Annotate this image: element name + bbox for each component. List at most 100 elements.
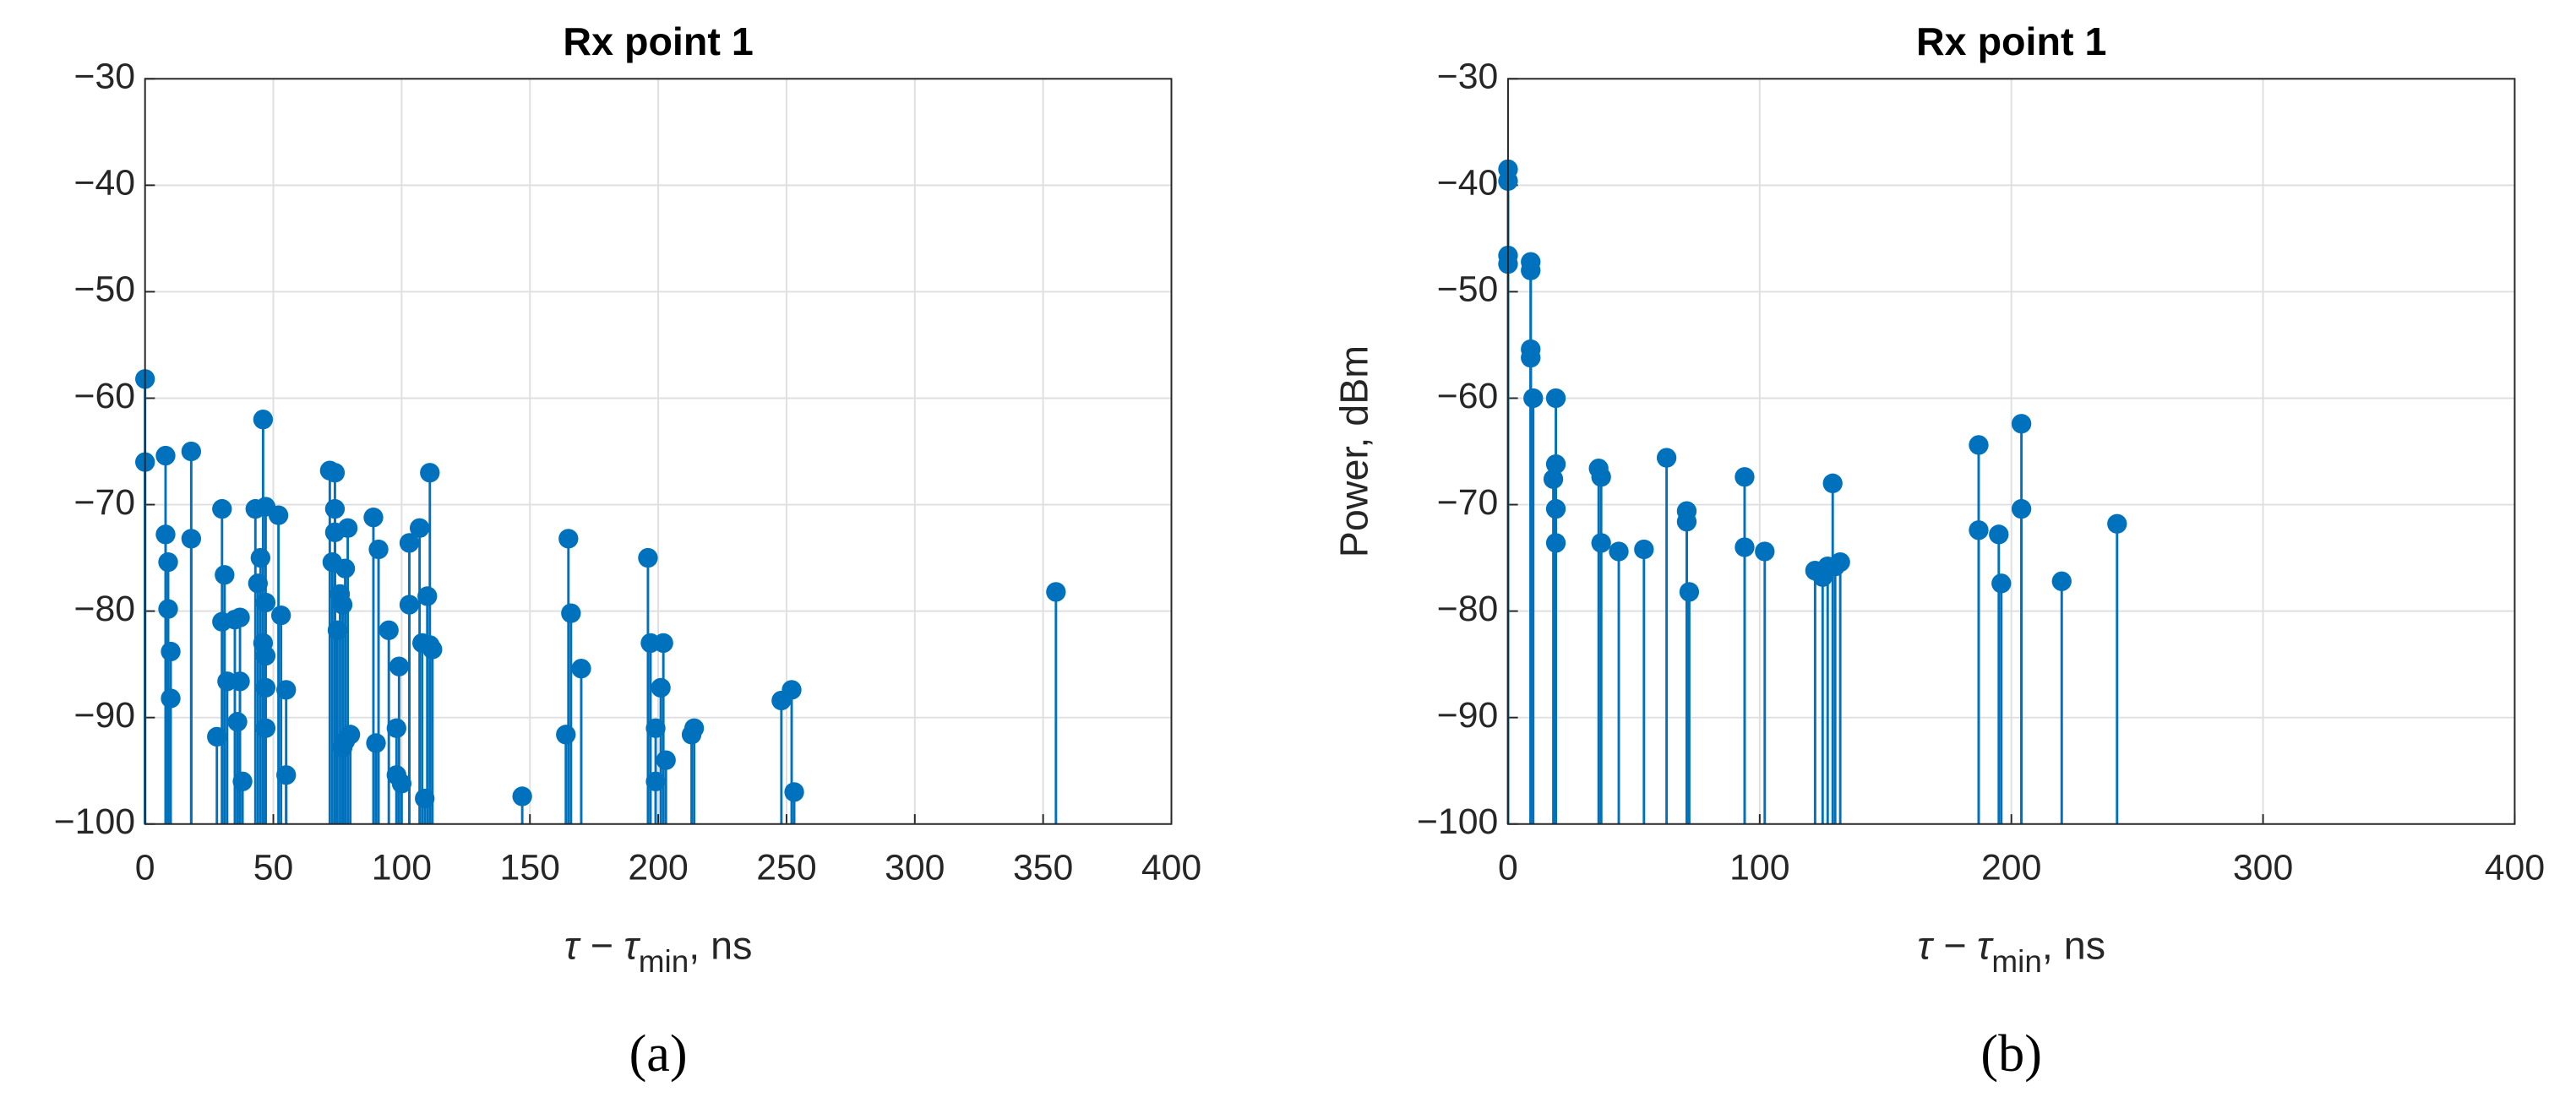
stem-marker <box>399 533 420 553</box>
stem-marker <box>389 656 410 676</box>
y-tick-label: −80 <box>74 589 135 629</box>
stem-marker <box>2051 571 2072 591</box>
stem-marker <box>1591 533 1611 553</box>
chart-title: Rx point 1 <box>1916 19 2106 63</box>
stem-marker <box>158 551 178 573</box>
stem-marker <box>363 508 384 528</box>
stem-marker <box>379 620 399 640</box>
stem-marker <box>683 718 705 738</box>
y-tick-label: −50 <box>1437 269 1499 310</box>
y-tick-label: −60 <box>1437 376 1499 416</box>
stem-marker <box>1679 582 1700 602</box>
stem-marker <box>161 688 181 709</box>
stem-marker <box>230 671 250 692</box>
stem-marker <box>161 641 181 662</box>
stem-marker <box>561 603 581 623</box>
stem-marker <box>1735 537 1755 557</box>
stem-marker <box>656 750 676 770</box>
x-label-tail: , ns <box>689 924 752 968</box>
x-tick-label: 250 <box>756 847 816 888</box>
stem-marker <box>255 592 276 613</box>
stem-marker <box>215 565 235 585</box>
stem-marker <box>1521 347 1541 368</box>
stem-marker <box>1755 541 1775 562</box>
y-tick-label: −70 <box>1437 482 1499 523</box>
stem-marker <box>1989 524 2009 545</box>
axes-box <box>1506 78 2516 825</box>
stem-marker <box>1969 520 1989 540</box>
y-tick-label: −40 <box>74 163 135 204</box>
x-tick-label: 100 <box>1729 847 1789 888</box>
y-tick-label: −50 <box>74 269 135 310</box>
stem-marker <box>253 410 274 430</box>
stem-marker <box>420 463 440 483</box>
stem-marker <box>784 782 804 802</box>
x-tick-label: 100 <box>372 847 432 888</box>
stem-marker <box>230 607 250 627</box>
y-tick-label: −30 <box>1437 57 1499 97</box>
y-tick-label: −90 <box>74 695 135 736</box>
x-label-main: τ − τ <box>564 924 641 968</box>
stem-marker <box>232 771 253 791</box>
stem-marker <box>1545 498 1566 519</box>
x-label-main: τ − τ <box>1917 924 1994 968</box>
y-tick-label: −100 <box>1417 801 1498 842</box>
stem-marker <box>512 786 532 807</box>
stem-marker <box>1969 435 1989 455</box>
x-tick-label: 200 <box>628 847 688 888</box>
stem-marker <box>1609 541 1629 562</box>
stem-marker <box>158 599 178 619</box>
stem-marker <box>368 539 389 560</box>
x-tick-label: 300 <box>2233 847 2293 888</box>
stem-marker <box>1591 467 1611 487</box>
y-tick-label: −60 <box>74 376 135 416</box>
stem-marker <box>1830 551 1850 573</box>
x-tick-label: 300 <box>885 847 945 888</box>
x-tick-label: 350 <box>1013 847 1073 888</box>
stem-marker <box>782 680 802 700</box>
stem-marker <box>227 712 248 732</box>
stem-marker <box>417 586 438 606</box>
x-label-sub: min <box>639 944 689 979</box>
x-tick-label: 0 <box>135 847 155 888</box>
y-tick-label: −30 <box>74 57 135 97</box>
stem-marker <box>212 498 232 519</box>
stem-marker <box>2011 498 2032 519</box>
stem-marker <box>324 498 346 519</box>
caption: (b) <box>1980 1025 2042 1083</box>
stem-marker <box>1545 533 1566 553</box>
stem-marker <box>332 595 353 615</box>
x-tick-label: 0 <box>1498 847 1518 888</box>
stem-marker <box>335 558 356 578</box>
stem-marker <box>409 518 430 538</box>
y-tick-label: −80 <box>1437 589 1499 629</box>
x-tick-label: 50 <box>253 847 294 888</box>
stem-marker <box>1543 469 1564 489</box>
y-tick-label: −90 <box>1437 695 1499 736</box>
stem-marker <box>155 445 176 466</box>
x-axis-label: τ − τmin, ns <box>564 924 753 979</box>
x-label-sub: min <box>1991 944 2042 979</box>
x-tick-label: 400 <box>1141 847 1201 888</box>
stem-marker <box>181 529 202 549</box>
stem-marker <box>556 725 576 745</box>
stem-marker <box>1735 467 1755 487</box>
stem-marker <box>181 441 202 462</box>
y-axis-label: Power, dBm <box>1332 345 1375 557</box>
stem-marker <box>1521 260 1541 280</box>
stem-marker <box>571 659 591 679</box>
x-tick-label: 200 <box>1981 847 2041 888</box>
y-tick-label: −70 <box>74 482 135 523</box>
stem-marker <box>1545 388 1566 409</box>
stem-marker <box>276 765 297 785</box>
stem-marker <box>268 505 289 525</box>
stem-marker <box>653 633 673 654</box>
stem-marker <box>2107 513 2127 534</box>
stem-marker <box>1656 448 1677 468</box>
stem-marker <box>366 733 386 753</box>
y-tick-label: −40 <box>1437 163 1499 204</box>
x-axis-label: τ − τmin, ns <box>1917 924 2105 979</box>
stem-marker <box>1676 512 1697 532</box>
stem-marker <box>324 463 346 483</box>
